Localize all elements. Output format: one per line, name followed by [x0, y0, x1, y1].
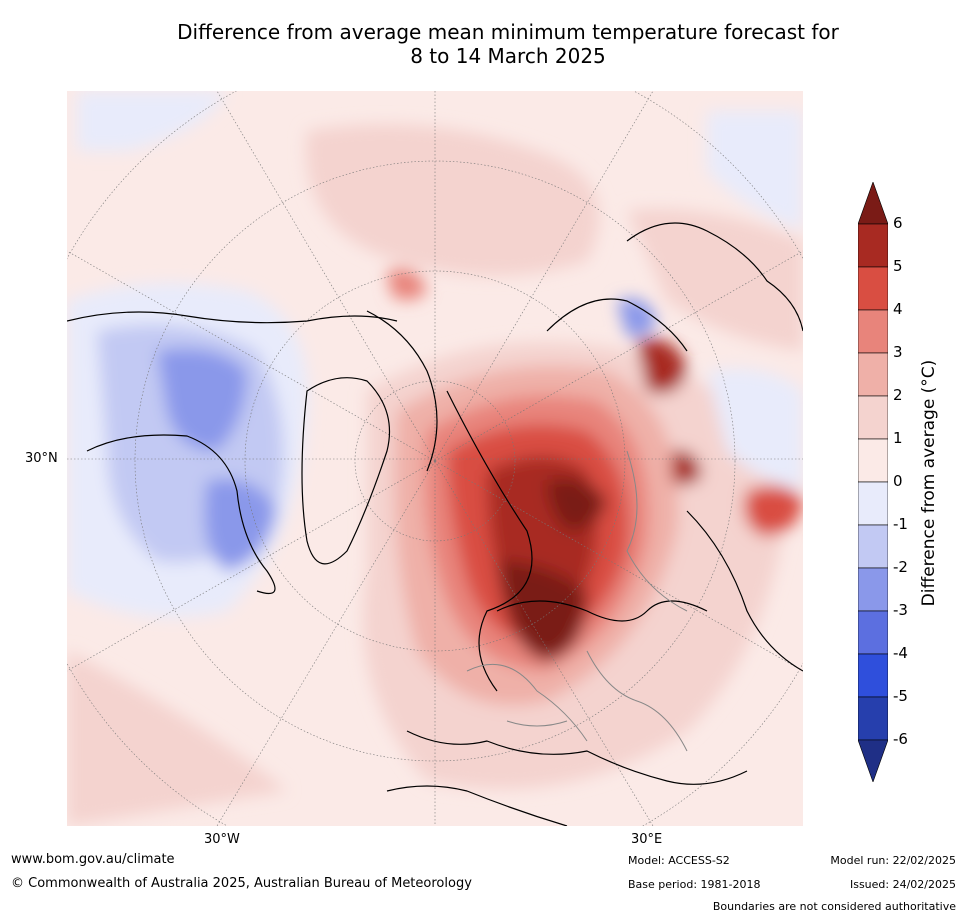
colorbar-segment: [858, 696, 888, 741]
colorbar-tick-label: 0: [893, 472, 903, 490]
map-svg: [67, 91, 803, 826]
colorbar-title: Difference from average (°C): [919, 359, 939, 607]
anomaly-field: [67, 91, 803, 826]
forecast-map: [67, 91, 803, 826]
lat-label-30n: 30°N: [25, 451, 58, 466]
coastlines: [67, 222, 803, 826]
model-run-date: Model run: 22/02/2025: [830, 854, 956, 867]
boundary-disclaimer: Boundaries are not considered authoritat…: [712, 900, 956, 913]
colorbar-tick-label: 1: [893, 429, 903, 447]
model-name: Model: ACCESS-S2: [628, 854, 730, 867]
colorbar-over-triangle: [858, 182, 888, 225]
colorbar-tick-label: -5: [893, 687, 908, 705]
issued-date: Issued: 24/02/2025: [849, 878, 956, 891]
colorbar-tick-label: -2: [893, 558, 908, 576]
colorbar: [858, 182, 888, 782]
colorbar-tick-label: -1: [893, 515, 908, 533]
title-line-1: Difference from average mean minimum tem…: [177, 20, 839, 44]
colorbar-segment: [858, 567, 888, 612]
colorbar-segment: [858, 223, 888, 268]
colorbar-segment: [858, 309, 888, 354]
colorbar-segment: [858, 438, 888, 483]
graticule: [67, 91, 803, 826]
colorbar-tick-label: -3: [893, 601, 908, 619]
colorbar-segment: [858, 610, 888, 655]
colorbar-tick-label: 5: [893, 257, 903, 275]
borders: [466, 450, 688, 752]
colorbar-tick-label: 6: [893, 214, 903, 232]
colorbar-tick-label: 3: [893, 343, 903, 361]
colorbar-segments: [858, 182, 888, 782]
lon-label-30w: 30°W: [204, 832, 240, 847]
map-title: Difference from average mean minimum tem…: [0, 20, 965, 68]
colorbar-tick-label: -4: [893, 644, 908, 662]
colorbar-segment: [858, 395, 888, 440]
base-period: Base period: 1981-2018: [628, 878, 761, 891]
colorbar-segment: [858, 352, 888, 397]
colorbar-under-triangle: [858, 739, 888, 782]
colorbar-segment: [858, 481, 888, 526]
colorbar-segment: [858, 653, 888, 698]
copyright-notice: © Commonwealth of Australia 2025, Austra…: [11, 876, 472, 891]
colorbar-tick-label: 4: [893, 300, 903, 318]
colorbar-tick-label: 2: [893, 386, 903, 404]
website-link[interactable]: www.bom.gov.au/climate: [11, 852, 175, 867]
colorbar-tick-label: -6: [893, 730, 908, 748]
lon-label-30e: 30°E: [631, 832, 663, 847]
colorbar-segment: [858, 524, 888, 569]
title-line-2: 8 to 14 March 2025: [410, 44, 606, 68]
colorbar-segment: [858, 266, 888, 311]
